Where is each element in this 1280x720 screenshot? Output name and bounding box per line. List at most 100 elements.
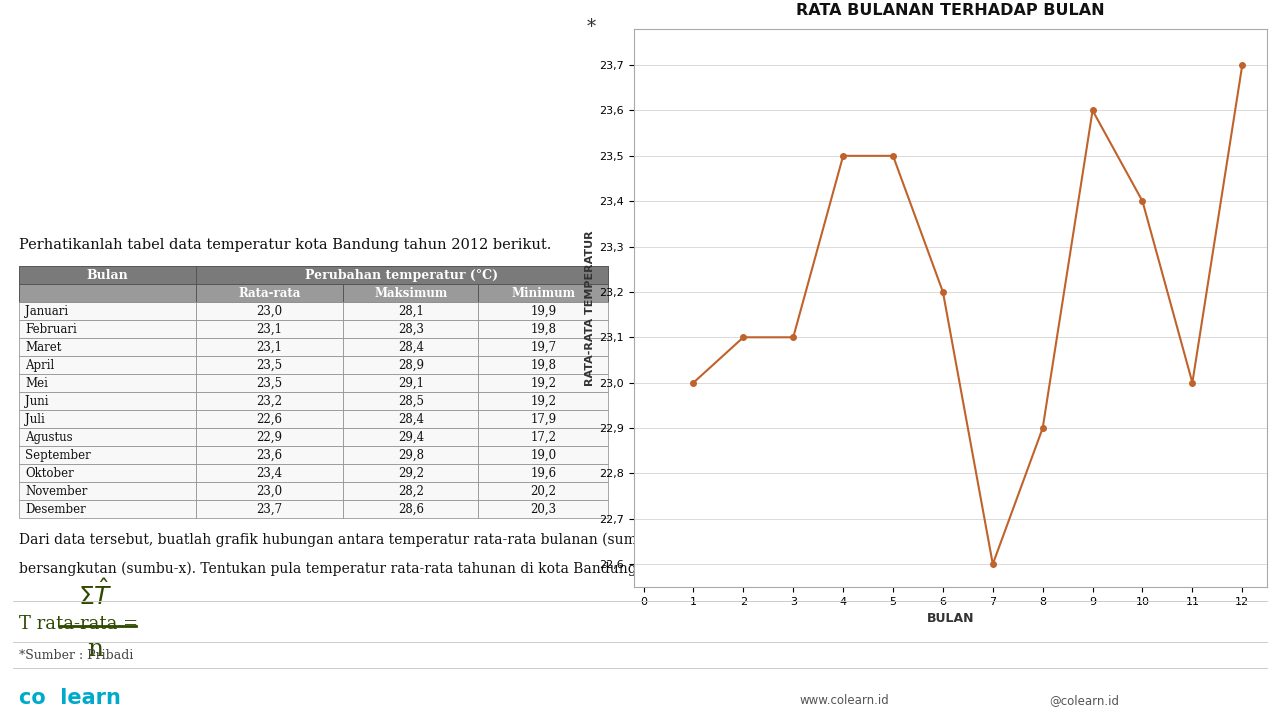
Bar bbox=[19, 320, 196, 338]
Bar bbox=[343, 374, 479, 392]
Text: 23,1: 23,1 bbox=[256, 323, 283, 336]
Text: 19,0: 19,0 bbox=[530, 449, 557, 462]
Bar bbox=[479, 338, 608, 356]
Text: 19,2: 19,2 bbox=[530, 395, 557, 408]
Bar bbox=[479, 374, 608, 392]
Text: Juni: Juni bbox=[26, 395, 49, 408]
Text: Perubahan temperatur (°C): Perubahan temperatur (°C) bbox=[306, 269, 498, 282]
Text: 28,2: 28,2 bbox=[398, 485, 424, 498]
Bar bbox=[343, 284, 479, 302]
Text: Februari: Februari bbox=[26, 323, 77, 336]
Text: Oktober: Oktober bbox=[26, 467, 74, 480]
Bar bbox=[19, 446, 196, 464]
Bar bbox=[19, 356, 196, 374]
Text: Bulan: Bulan bbox=[87, 269, 128, 282]
Text: 19,6: 19,6 bbox=[530, 467, 557, 480]
Text: Dari data tersebut, buatlah grafik hubungan antara temperatur rata-rata bulanan : Dari data tersebut, buatlah grafik hubun… bbox=[19, 533, 748, 547]
Text: Januari: Januari bbox=[26, 305, 68, 318]
Text: bersangkutan (sumbu-x). Tentukan pula temperatur rata-rata tahunan di kota Bandu: bersangkutan (sumbu-x). Tentukan pula te… bbox=[19, 562, 641, 576]
Text: *: * bbox=[586, 19, 595, 37]
Bar bbox=[19, 482, 196, 500]
Text: 19,8: 19,8 bbox=[530, 359, 557, 372]
Bar bbox=[479, 464, 608, 482]
Bar bbox=[196, 356, 343, 374]
Text: 23,7: 23,7 bbox=[256, 503, 283, 516]
Bar bbox=[19, 392, 196, 410]
Bar bbox=[343, 482, 479, 500]
Text: Maksimum: Maksimum bbox=[374, 287, 448, 300]
Text: @colearn.id: @colearn.id bbox=[1050, 694, 1120, 707]
Bar bbox=[19, 266, 196, 284]
Text: 29,1: 29,1 bbox=[398, 377, 424, 390]
Text: 19,7: 19,7 bbox=[530, 341, 557, 354]
Bar bbox=[196, 392, 343, 410]
Bar bbox=[196, 284, 343, 302]
Bar bbox=[196, 338, 343, 356]
Text: 28,3: 28,3 bbox=[398, 323, 424, 336]
Text: 28,4: 28,4 bbox=[398, 341, 424, 354]
Bar bbox=[479, 392, 608, 410]
Y-axis label: RATA-RATA TEMPERATUR: RATA-RATA TEMPERATUR bbox=[585, 230, 595, 386]
Text: 28,6: 28,6 bbox=[398, 503, 424, 516]
Text: September: September bbox=[26, 449, 91, 462]
Text: 23,4: 23,4 bbox=[256, 467, 283, 480]
Bar bbox=[196, 320, 343, 338]
Text: 23,1: 23,1 bbox=[256, 341, 283, 354]
Text: 23,5: 23,5 bbox=[256, 377, 283, 390]
Bar bbox=[343, 392, 479, 410]
Text: 29,8: 29,8 bbox=[398, 449, 424, 462]
Text: 23,2: 23,2 bbox=[256, 395, 283, 408]
Bar bbox=[196, 302, 343, 320]
Text: Minimum: Minimum bbox=[511, 287, 575, 300]
Text: 20,2: 20,2 bbox=[530, 485, 557, 498]
Text: Perhatikanlah tabel data temperatur kota Bandung tahun 2012 berikut.: Perhatikanlah tabel data temperatur kota… bbox=[19, 238, 552, 252]
Text: 17,9: 17,9 bbox=[530, 413, 557, 426]
Text: Maret: Maret bbox=[26, 341, 61, 354]
Text: 28,9: 28,9 bbox=[398, 359, 424, 372]
Text: Agustus: Agustus bbox=[26, 431, 73, 444]
Text: 19,2: 19,2 bbox=[530, 377, 557, 390]
Text: 22,9: 22,9 bbox=[256, 431, 283, 444]
Text: 29,4: 29,4 bbox=[398, 431, 424, 444]
Bar bbox=[343, 302, 479, 320]
Bar bbox=[479, 482, 608, 500]
Bar bbox=[19, 338, 196, 356]
Text: T rata-rata =: T rata-rata = bbox=[19, 615, 138, 634]
Bar bbox=[343, 446, 479, 464]
Bar bbox=[479, 356, 608, 374]
Text: Mei: Mei bbox=[26, 377, 47, 390]
Bar bbox=[19, 284, 196, 302]
Text: 22,6: 22,6 bbox=[256, 413, 283, 426]
Text: Juli: Juli bbox=[26, 413, 45, 426]
Bar bbox=[479, 284, 608, 302]
Bar bbox=[479, 446, 608, 464]
Text: 19,9: 19,9 bbox=[530, 305, 557, 318]
Text: $\Sigma\hat{T}$: $\Sigma\hat{T}$ bbox=[78, 580, 113, 611]
Bar bbox=[479, 500, 608, 518]
Bar bbox=[196, 410, 343, 428]
Bar bbox=[196, 482, 343, 500]
Text: 23,0: 23,0 bbox=[256, 305, 283, 318]
Text: 23,0: 23,0 bbox=[256, 485, 283, 498]
Text: co  learn: co learn bbox=[19, 688, 122, 708]
Text: 19,8: 19,8 bbox=[530, 323, 557, 336]
Text: Rata-rata: Rata-rata bbox=[238, 287, 301, 300]
Text: April: April bbox=[26, 359, 54, 372]
Bar bbox=[19, 410, 196, 428]
Text: 17,2: 17,2 bbox=[530, 431, 557, 444]
Text: 29,2: 29,2 bbox=[398, 467, 424, 480]
Bar bbox=[343, 500, 479, 518]
Bar bbox=[196, 446, 343, 464]
Bar bbox=[343, 464, 479, 482]
Bar bbox=[196, 464, 343, 482]
Bar bbox=[343, 428, 479, 446]
Bar bbox=[196, 374, 343, 392]
Bar bbox=[479, 410, 608, 428]
Text: www.colearn.id: www.colearn.id bbox=[800, 694, 890, 707]
Bar bbox=[479, 428, 608, 446]
X-axis label: BULAN: BULAN bbox=[927, 612, 974, 625]
Text: *Sumber : Pribadi: *Sumber : Pribadi bbox=[19, 649, 133, 662]
Title: GRAFIK HUBUNGAN TEMPERATUR RATA-
RATA BULANAN TERHADAP BULAN: GRAFIK HUBUNGAN TEMPERATUR RATA- RATA BU… bbox=[771, 0, 1130, 18]
Bar bbox=[343, 356, 479, 374]
Bar bbox=[479, 302, 608, 320]
